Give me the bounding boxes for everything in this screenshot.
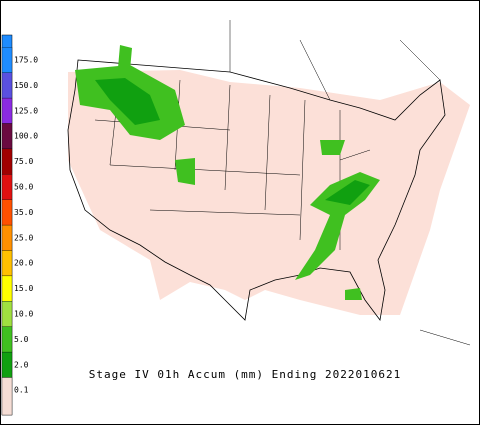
legend-swatch: [1, 174, 13, 200]
precip-southeast: [295, 172, 380, 280]
borders: [229, 20, 471, 346]
legend-label: 20.0: [14, 259, 33, 268]
precip-cell: [95, 78, 160, 125]
legend-swatch: [1, 199, 13, 226]
precip-cell: [320, 140, 345, 155]
us-outline: [67, 59, 446, 321]
legend-label: 175.0: [14, 56, 38, 65]
legend-swatch: [1, 351, 13, 378]
legend-swatch: [1, 97, 13, 124]
legend-swatch: [1, 250, 13, 277]
precip-cell: [345, 288, 362, 300]
precip-cell: [118, 45, 132, 70]
legend-swatch: [1, 275, 13, 302]
legend-label: 5.0: [14, 335, 29, 344]
legend-swatch: [1, 123, 13, 150]
legend-label: 50.0: [14, 183, 33, 192]
legend-label: 125.0: [14, 106, 38, 115]
legend-label: 0.1: [14, 386, 29, 395]
legend-swatch: [1, 148, 13, 175]
legend-swatch: [1, 377, 13, 416]
legend-swatch: [1, 224, 13, 251]
precip-cell: [175, 158, 195, 185]
legend-swatch: [1, 301, 13, 327]
legend: 175.0 150.0 125.0 100.0 75.0 50.0 35.0 25.0 20.0…: [1, 47, 38, 416]
precip-cell: [325, 180, 370, 205]
legend-label: 2.0: [14, 360, 29, 369]
legend-label: 15.0: [14, 284, 33, 293]
legend-label: 10.0: [14, 310, 33, 319]
legend-label: 75.0: [14, 157, 33, 166]
legend-label: 100.0: [14, 132, 38, 141]
legend-label: 35.0: [14, 208, 33, 217]
legend-swatch: [1, 72, 13, 99]
legend-swatch: [1, 47, 13, 73]
legend-swatch: [1, 326, 13, 353]
precip-heavy: [95, 78, 370, 205]
map-title: Stage IV 01h Accum (mm) Ending 202201062…: [89, 368, 402, 381]
legend-label: 150.0: [14, 81, 38, 90]
legend-label: 25.0: [14, 233, 33, 242]
